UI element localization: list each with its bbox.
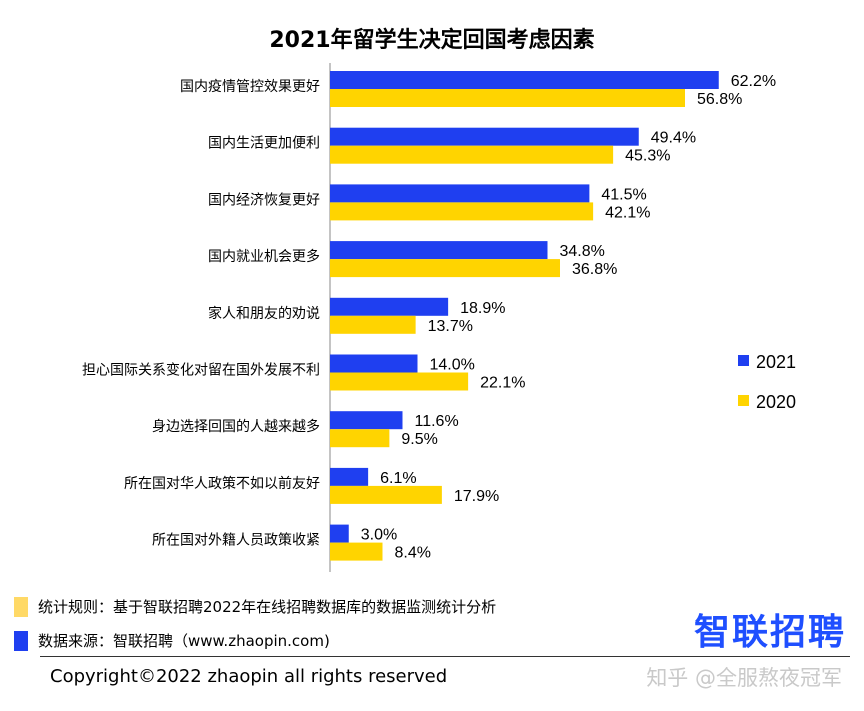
source-note: 数据来源：智联招聘（www.zhaopin.com) — [14, 630, 330, 651]
watermark: 知乎 @全服熬夜冠军 — [646, 666, 842, 690]
legend-swatch-2021 — [738, 355, 749, 366]
data-label-2020: 17.9% — [454, 488, 499, 505]
category-label: 所在国对华人政策不如以前友好 — [124, 475, 320, 492]
bar-2020 — [330, 145, 614, 164]
data-label-2020: 56.8% — [697, 91, 742, 108]
bar-2020 — [330, 202, 594, 221]
chart: 2021年留学生决定回国考虑因素 国内疫情管控效果更好 62.2%56.8% 国内生… — [82, 27, 796, 572]
data-label-2021: 18.9% — [460, 300, 505, 317]
data-label-2021: 62.2% — [731, 73, 776, 90]
category-label: 担心国际关系变化对留在国外发展不利 — [82, 363, 320, 379]
rule-note: 统计规则：基于智联招聘2022年在线招聘数据库的数据监测统计分析 — [14, 596, 496, 617]
bar-2020 — [330, 89, 685, 107]
bar-2021 — [330, 354, 418, 373]
category-label: 身边选择回国的人越来越多 — [152, 418, 320, 435]
data-label-2021: 3.0% — [361, 527, 397, 544]
bar-2020 — [330, 542, 383, 561]
bar-2021 — [330, 71, 719, 89]
bar-2021 — [330, 241, 548, 260]
data-label-2020: 45.3% — [625, 148, 670, 165]
bar-2021 — [330, 184, 590, 203]
data-label-2021: 14.0% — [430, 357, 475, 374]
data-label-2021: 6.1% — [380, 470, 416, 487]
category-label: 国内就业机会更多 — [208, 248, 320, 265]
data-label-2021: 34.8% — [560, 243, 605, 260]
data-label-2020: 22.1% — [480, 375, 525, 392]
data-label-2021: 49.4% — [651, 130, 696, 147]
data-label-2020: 36.8% — [572, 261, 617, 278]
category-label: 国内生活更加便利 — [208, 136, 320, 152]
category-label: 国内经济恢复更好 — [208, 191, 320, 208]
legend-label-2021: 2021 — [756, 352, 796, 372]
legend-swatch-2020 — [738, 395, 749, 406]
category-label: 国内疫情管控效果更好 — [180, 79, 320, 95]
bar-2021 — [330, 524, 349, 543]
footer-divider — [40, 656, 850, 657]
data-label-2021: 41.5% — [601, 186, 646, 203]
bar-2021 — [330, 297, 449, 316]
category-label: 所在国对外籍人员政策收紧 — [152, 532, 320, 549]
bar-2020 — [330, 485, 442, 504]
bar-2020 — [330, 429, 390, 448]
rule-note-swatch — [14, 596, 28, 617]
data-label-2020: 42.1% — [605, 204, 650, 221]
category-label: 家人和朋友的劝说 — [208, 305, 320, 322]
data-label-2021: 11.6% — [415, 413, 459, 430]
brand-logo: 智联招聘 — [693, 612, 846, 653]
bar-2021 — [330, 411, 403, 430]
data-label-2020: 9.5% — [401, 431, 437, 448]
bar-2020 — [330, 315, 416, 334]
copyright: Copyright©2022 zhaopin all rights reserv… — [50, 666, 448, 687]
source-note-text: 数据来源：智联招聘（www.zhaopin.com) — [38, 632, 330, 650]
data-label-2020: 13.7% — [428, 318, 473, 335]
data-label-2020: 8.4% — [395, 545, 431, 562]
bar-2020 — [330, 372, 469, 391]
source-note-swatch — [14, 630, 28, 651]
bar-2021 — [330, 467, 369, 486]
bar-2021 — [330, 127, 639, 146]
chart-title: 2021年留学生决定回国考虑因素 — [269, 27, 594, 53]
rule-note-text: 统计规则：基于智联招聘2022年在线招聘数据库的数据监测统计分析 — [38, 598, 497, 616]
legend-label-2020: 2020 — [756, 392, 796, 412]
bar-2020 — [330, 259, 560, 278]
